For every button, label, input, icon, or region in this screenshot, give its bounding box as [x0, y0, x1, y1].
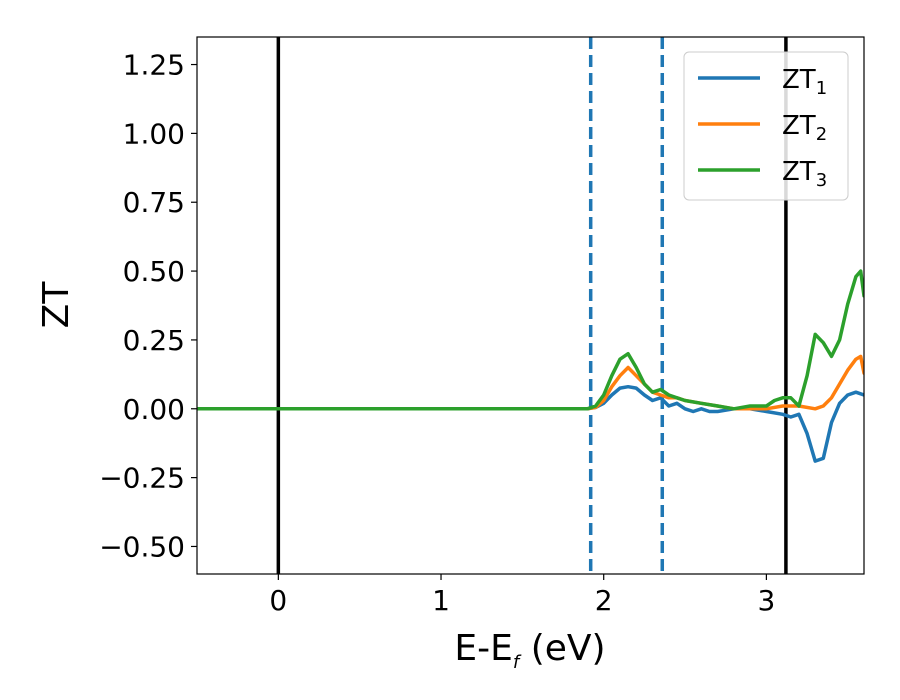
y-axis-label: ZT	[36, 281, 77, 329]
y-tick-label: 0.25	[123, 324, 185, 357]
y-tick-label: 1.00	[123, 117, 185, 150]
series-line-2	[197, 354, 864, 411]
x-tick-label: 2	[595, 584, 613, 617]
y-axis-ticks: −0.50 −0.25 0.00 0.25 0.50 0.75 1.00 1.25	[99, 49, 197, 563]
y-tick-label: 1.25	[123, 49, 185, 82]
plot-frame	[196, 36, 865, 575]
y-tick-label: 0.75	[123, 186, 185, 219]
y-tick-label: −0.50	[99, 530, 185, 563]
legend-label-2: ZT2	[782, 111, 827, 145]
x-tick-label: 0	[269, 584, 287, 617]
x-tick-label: 1	[432, 584, 450, 617]
legend-label-1: ZT1	[782, 65, 827, 99]
x-axis-label: E-Ef (eV)	[454, 628, 605, 673]
y-tick-label: 0.00	[123, 393, 185, 426]
legend-label-3: ZT3	[782, 157, 827, 191]
series-line-3	[197, 269, 864, 411]
legend: ZT1 ZT2 ZT3	[683, 51, 849, 201]
x-axis-ticks: 0 1 2 3	[269, 574, 775, 617]
legend-box	[683, 51, 849, 201]
y-tick-label: −0.25	[99, 462, 185, 495]
y-tick-label: 0.50	[123, 255, 185, 288]
series-lines	[197, 269, 864, 463]
series-line-1	[197, 384, 864, 463]
x-tick-label: 3	[757, 584, 775, 617]
